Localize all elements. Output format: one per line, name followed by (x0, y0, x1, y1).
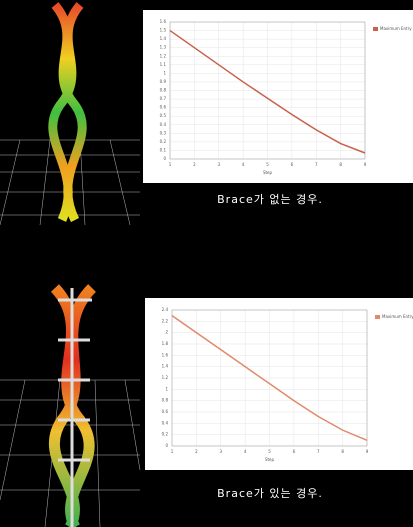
x-tick-label: 7 (317, 449, 320, 454)
y-tick-label: 0.8 (162, 398, 169, 403)
y-tick-label: 0.3 (160, 130, 167, 135)
x-tick-label: 7 (315, 162, 318, 167)
y-tick-label: 2.2 (162, 318, 169, 323)
y-tick-label: 0.2 (162, 432, 169, 437)
x-tick-label: 5 (268, 449, 271, 454)
chart-panel (143, 10, 413, 183)
x-tick-label: 9 (366, 449, 369, 454)
y-tick-label: 2.4 (162, 307, 169, 312)
y-tick-label: 1.2 (160, 53, 167, 58)
x-axis-label: Step (265, 457, 275, 462)
x-tick-label: 4 (244, 449, 247, 454)
y-tick-label: 0.6 (162, 409, 169, 414)
y-tick-label: 0.2 (160, 139, 167, 144)
x-tick-label: 3 (217, 162, 220, 167)
x-tick-label: 2 (193, 162, 196, 167)
y-tick-label: 0.4 (162, 420, 169, 425)
x-tick-label: 5 (266, 162, 269, 167)
y-tick-label: 1.5 (160, 28, 167, 33)
legend-label: Maximum Entry (380, 26, 412, 31)
x-tick-label: 8 (339, 162, 342, 167)
x-tick-label: 8 (341, 449, 344, 454)
x-tick-label: 4 (242, 162, 245, 167)
legend-swatch (375, 315, 380, 319)
caption: Brace가 없는 경우. (217, 193, 323, 206)
page: {"chart_data": [ {"type": "line", "x": [… (0, 0, 413, 527)
tower-1 (0, 5, 140, 225)
x-tick-label: 2 (195, 449, 198, 454)
legend-swatch (373, 27, 378, 31)
y-tick-label: 0.9 (160, 79, 167, 84)
y-tick-label: 0.1 (160, 147, 167, 152)
figure: 00.10.20.30.40.50.60.70.80.911.11.21.31.… (0, 0, 413, 527)
caption: Brace가 있는 경우. (217, 487, 323, 500)
y-tick-label: 0.7 (160, 96, 167, 101)
tower-2 (0, 288, 140, 527)
y-tick-label: 1.4 (162, 364, 169, 369)
x-tick-label: 9 (364, 162, 367, 167)
x-tick-label: 1 (169, 162, 172, 167)
y-tick-label: 1.1 (160, 62, 167, 67)
y-tick-label: 0.6 (160, 105, 167, 110)
legend-label: Maximum Entry (382, 314, 413, 319)
y-tick-label: 1.4 (160, 36, 167, 41)
y-tick-label: 1.2 (162, 375, 169, 380)
x-tick-label: 6 (293, 449, 296, 454)
y-tick-label: 1.6 (160, 19, 167, 24)
x-tick-label: 3 (219, 449, 222, 454)
y-tick-label: 0.5 (160, 113, 167, 118)
x-tick-label: 6 (291, 162, 294, 167)
chart-panel (145, 298, 413, 470)
x-axis-label: Step (263, 170, 273, 175)
y-tick-label: 0.4 (160, 122, 167, 127)
y-tick-label: 0.8 (160, 88, 167, 93)
y-tick-label: 1.8 (162, 341, 169, 346)
x-tick-label: 1 (171, 449, 174, 454)
y-tick-label: 1.3 (160, 45, 167, 50)
y-tick-label: 1.6 (162, 352, 169, 357)
